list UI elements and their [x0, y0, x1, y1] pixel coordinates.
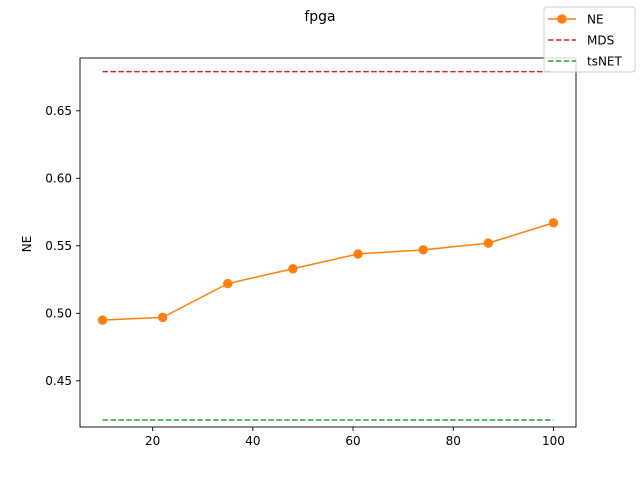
series-ne-line	[102, 222, 554, 321]
x-tick-label: 100	[542, 434, 565, 448]
x-tick-label: 20	[145, 434, 160, 448]
y-tick-label: 0.55	[45, 239, 72, 253]
legend-label: MDS	[587, 33, 614, 47]
legend: NE MDS tsNET	[543, 6, 636, 73]
plot-area	[97, 70, 559, 421]
legend-box	[543, 6, 636, 73]
legend-label: NE	[587, 12, 604, 26]
chart-title: fpga	[304, 9, 335, 25]
series-ne-point	[288, 264, 298, 274]
series-ne-point	[157, 312, 168, 323]
series-ne-point	[483, 238, 494, 248]
y-tick-label: 0.45	[45, 374, 72, 388]
x-tick-label: 60	[345, 434, 360, 448]
y-tick-label: 0.50	[45, 307, 72, 321]
series-ne-point	[548, 218, 559, 228]
y-axis-label: NE	[20, 236, 34, 253]
legend-marker	[557, 14, 567, 24]
series-ne-point	[223, 278, 233, 289]
legend-label: tsNET	[587, 54, 623, 68]
y-tick-label: 0.60	[45, 172, 72, 186]
axes: 20 40 60 80 100 0.45 0.50 0.55 0.60 0.65	[45, 57, 577, 448]
x-tick-label: 80	[446, 434, 461, 448]
series-ne-point	[418, 245, 428, 255]
y-tick-label: 0.65	[45, 104, 72, 118]
series-ne-point	[97, 315, 108, 325]
x-tick-label: 40	[245, 434, 260, 448]
series-ne-point	[353, 249, 363, 259]
axes-frame	[79, 57, 577, 428]
